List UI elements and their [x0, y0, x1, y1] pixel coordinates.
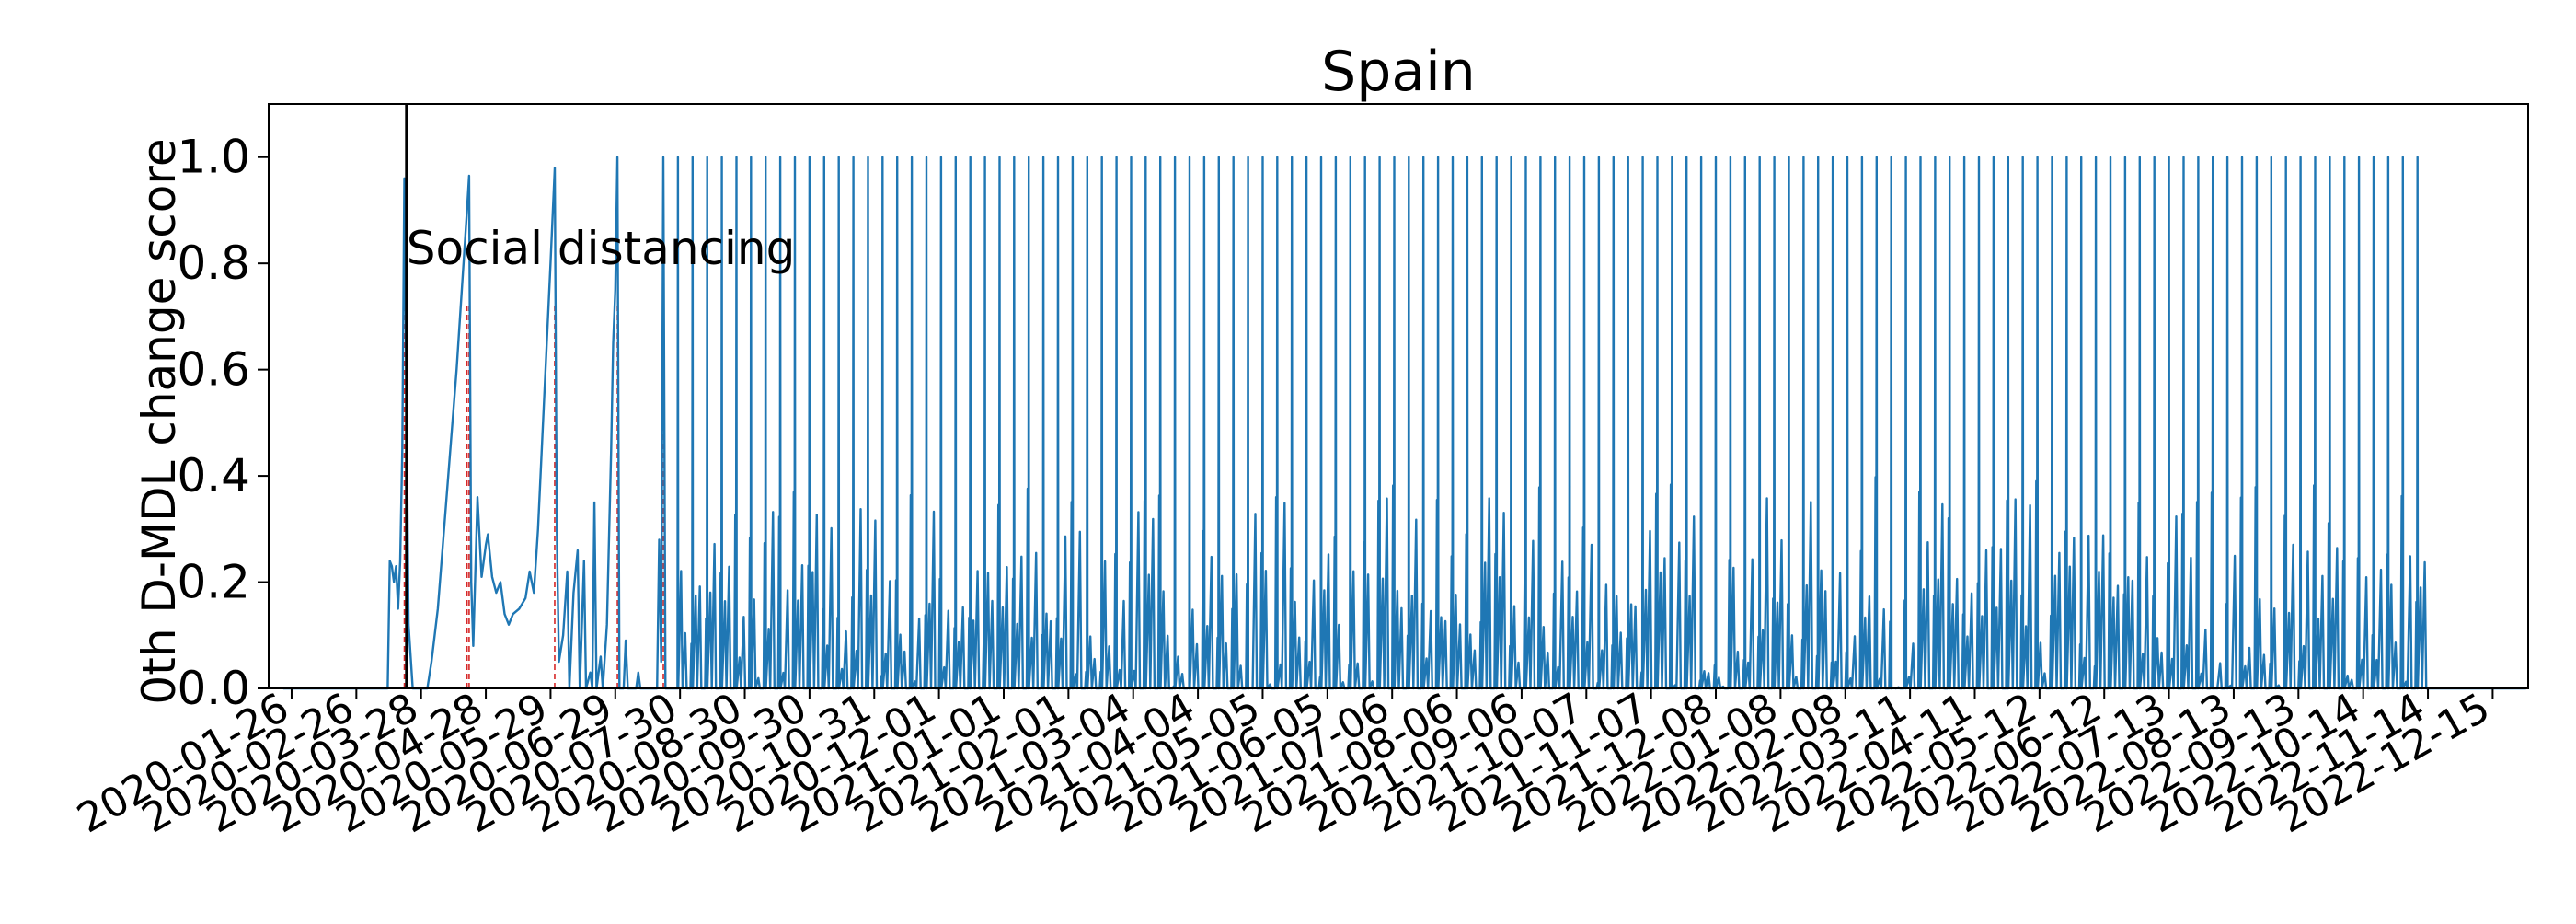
y-tick-label-3: 0.6: [177, 343, 250, 397]
y-tick-label-1: 0.2: [177, 556, 250, 609]
chart-title: Spain: [1321, 40, 1476, 104]
plot-layer: Social distancing: [282, 104, 2526, 690]
social-distancing-label: Social distancing: [407, 222, 796, 275]
y-tick-label-4: 0.8: [177, 237, 250, 290]
y-tick-label-2: 0.4: [177, 449, 250, 502]
y-tick-label-5: 1.0: [177, 131, 250, 184]
axes-layer: 0.00.20.40.60.81.02020-01-262020-02-2620…: [70, 103, 2529, 842]
y-tick-label-0: 0.0: [177, 662, 250, 715]
y-axis-label: 0th D-MDL change score: [132, 138, 186, 704]
text-layer: Spain 0th D-MDL change score: [132, 40, 1476, 705]
series-line: [282, 156, 2526, 690]
plot-frame: [268, 103, 2529, 689]
